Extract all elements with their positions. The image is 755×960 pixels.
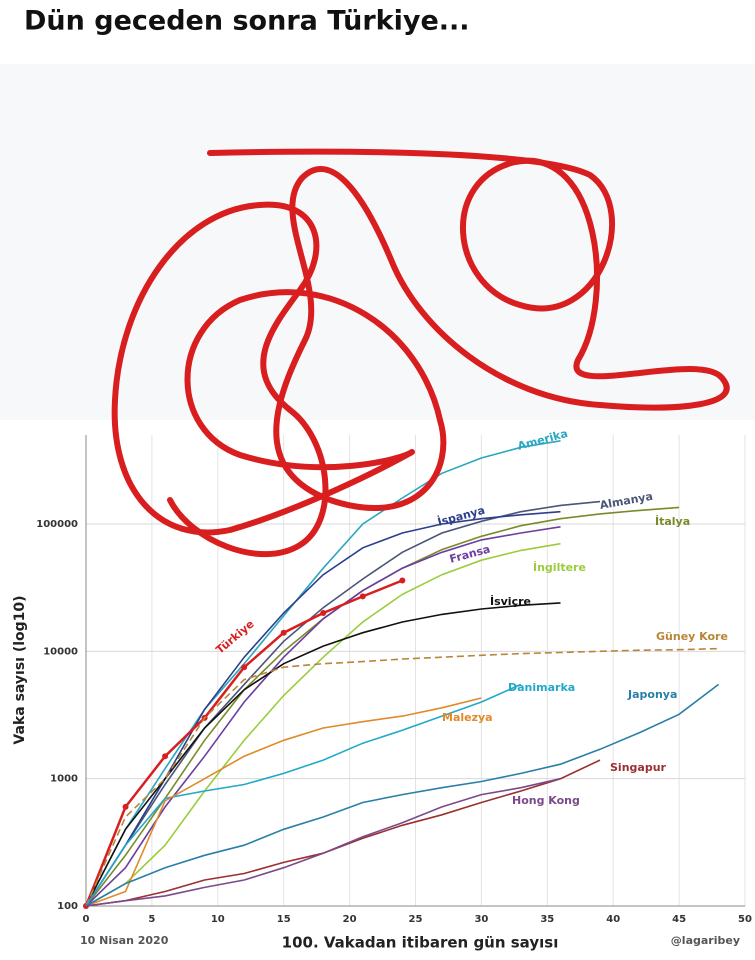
series-label: Singapur — [610, 761, 667, 774]
x-tick-label: 20 — [343, 914, 357, 925]
post-title: Dün geceden sonra Türkiye... — [24, 6, 470, 37]
series-label: Güney Kore — [656, 630, 728, 643]
x-tick-label: 45 — [672, 914, 686, 925]
y-tick-label: 100 — [57, 901, 78, 912]
x-tick-label: 15 — [277, 914, 291, 925]
y-tick-label: 1000 — [50, 774, 78, 785]
data-point — [280, 629, 287, 636]
series-label: Danimarka — [508, 681, 575, 694]
series-line — [85, 542, 561, 907]
series-label: Japonya — [627, 688, 677, 701]
annotation: @lagaribey — [671, 934, 740, 947]
data-point — [241, 664, 248, 671]
series-line — [85, 683, 522, 907]
series-line — [85, 647, 719, 907]
data-point — [162, 753, 169, 760]
series-label: İsviçre — [490, 594, 531, 608]
annotation: 10 Nisan 2020 — [80, 934, 169, 947]
series-label: İtalya — [655, 514, 690, 528]
x-tick-label: 5 — [148, 914, 155, 925]
series-label: Hong Kong — [512, 794, 580, 807]
series-line — [85, 683, 720, 907]
y-axis-label: Vaka sayısı (log10) — [12, 595, 28, 744]
x-axis-label: 100. Vakadan itibaren gün sayısı — [282, 934, 559, 952]
series-label: İngiltere — [533, 560, 586, 574]
series-line — [85, 697, 482, 907]
data-point — [399, 577, 406, 584]
x-tick-label: 50 — [738, 914, 752, 925]
scribble — [111, 148, 730, 558]
x-tick-label: 0 — [83, 914, 90, 925]
data-point — [359, 593, 366, 600]
data-point — [320, 610, 327, 617]
x-tick-label: 30 — [474, 914, 488, 925]
series-line — [85, 440, 561, 907]
x-tick-label: 35 — [540, 914, 554, 925]
series-line — [85, 500, 601, 907]
data-point — [122, 803, 129, 810]
x-tick-label: 10 — [211, 914, 225, 925]
x-tick-label: 25 — [409, 914, 423, 925]
header-bg — [0, 0, 755, 64]
series-line — [85, 777, 561, 907]
x-tick-label: 40 — [606, 914, 620, 925]
series-line — [85, 602, 561, 907]
y-tick-label: 10000 — [43, 646, 78, 657]
y-tick-label: 100000 — [36, 519, 78, 530]
series-line — [85, 526, 561, 907]
series-label: Malezya — [442, 711, 493, 724]
